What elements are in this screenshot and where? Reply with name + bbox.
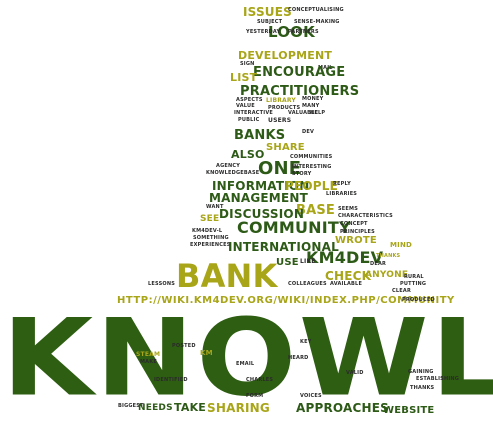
word-valuable: VALUABLE bbox=[288, 110, 319, 116]
word-available: AVAILABLE bbox=[330, 281, 363, 287]
word-colleagues: COLLEAGUES bbox=[288, 281, 327, 287]
word-steam: STEAM bbox=[136, 351, 161, 358]
word-look: LOOK bbox=[268, 23, 315, 41]
word-want: WANT bbox=[206, 204, 224, 210]
word-libraries: LIBRARIES bbox=[326, 191, 358, 197]
word-encourage: ENCOURAGE bbox=[253, 65, 346, 80]
word-international: INTERNATIONAL bbox=[228, 240, 339, 254]
word-sign: SIGN bbox=[240, 61, 255, 67]
word-seems: SEEMS bbox=[338, 206, 359, 212]
word-mail: MAIL bbox=[318, 65, 333, 71]
word-clear: CLEAR bbox=[392, 288, 411, 294]
word-interactive: INTERACTIVE bbox=[234, 110, 274, 116]
word-knowledge: KNOWLEDGE bbox=[2, 297, 493, 421]
word-experiences: EXPERIENCES bbox=[190, 242, 231, 248]
word-gaining: GAINING bbox=[408, 369, 434, 375]
word-users: USERS bbox=[268, 117, 292, 124]
word-library: LIBRARY bbox=[266, 97, 296, 104]
word-putting: PUTTING bbox=[400, 281, 427, 287]
word-development: DEVELOPMENT bbox=[238, 49, 333, 62]
word-wrote: WROTE bbox=[335, 235, 377, 246]
word-help: HELP bbox=[310, 110, 326, 116]
word-agency: AGENCY bbox=[216, 163, 241, 169]
word-products: PRODUCTS bbox=[268, 105, 301, 111]
word-reply: REPLY bbox=[333, 181, 351, 187]
word-mind: MIND bbox=[390, 241, 413, 249]
word-km4dev: KM4DEV bbox=[306, 248, 384, 267]
word-banks: BANKS bbox=[234, 128, 286, 143]
word-rural: RURAL bbox=[404, 274, 424, 280]
word-sense-making: SENSE-MAKING bbox=[294, 19, 340, 25]
word-produced: PRODUCED bbox=[402, 297, 435, 303]
word-valid: VALID bbox=[346, 370, 364, 376]
word-community: COMMUNITY bbox=[237, 218, 351, 237]
word-conceptualising: CONCEPTUALISING bbox=[288, 7, 344, 13]
word-establishing: ESTABLISHING bbox=[416, 376, 460, 382]
word-use: USE bbox=[276, 257, 299, 268]
word-subject: SUBJECT bbox=[257, 19, 283, 25]
word-voices: VOICES bbox=[300, 393, 322, 399]
word-see: SEE bbox=[200, 214, 220, 224]
word-base: BASE bbox=[296, 203, 336, 218]
word-interesting: INTERESTING bbox=[292, 164, 332, 170]
word-money: MONEY bbox=[302, 96, 324, 102]
word-anyone: ANYONE bbox=[365, 270, 409, 280]
word-information: INFORMATION bbox=[212, 179, 310, 193]
word-check: CHECK bbox=[325, 269, 372, 283]
word-km: KM bbox=[200, 349, 213, 357]
word-partners: PARTNERS bbox=[288, 29, 319, 35]
word-lessons: LESSONS bbox=[148, 281, 176, 287]
word-heard: HEARD bbox=[288, 355, 309, 361]
word-bank: BANK bbox=[176, 257, 278, 295]
word-url: HTTP://WIKI.KM4DEV.ORG/WIKI/INDEX.PHP/CO… bbox=[117, 295, 455, 306]
word-one: ONE bbox=[258, 158, 302, 179]
word-public: PUBLIC bbox=[238, 117, 260, 123]
word-sharing: SHARING bbox=[207, 401, 270, 415]
word-yesterday: YESTERDAY bbox=[246, 29, 281, 35]
word-identified: IDENTIFIED bbox=[154, 377, 188, 383]
word-management: MANAGEMENT bbox=[209, 191, 308, 205]
word-website: WEBSITE bbox=[383, 405, 435, 416]
word-concept: CONCEPT bbox=[340, 221, 368, 227]
word-value: VALUE bbox=[236, 103, 255, 109]
word-km4dev-l: KM4DEV-L bbox=[192, 228, 223, 234]
word-biggest: BIGGEST bbox=[118, 403, 144, 409]
word-knowledgebase: KNOWLEDGEBASE bbox=[206, 170, 260, 176]
word-like: LIKE bbox=[300, 258, 316, 265]
word-principles: PRINCIPLES bbox=[340, 229, 375, 235]
word-key: KEY bbox=[300, 339, 312, 345]
word-take: TAKE bbox=[174, 401, 207, 414]
word-practitioners: PRACTITIONERS bbox=[240, 84, 360, 99]
word-thanks-lower: THANKS bbox=[410, 385, 435, 391]
word-thanks: THANKS bbox=[376, 253, 401, 259]
word-list: LIST bbox=[230, 71, 258, 84]
word-people: PEOPLE bbox=[285, 179, 339, 193]
word-story: STORY bbox=[292, 171, 312, 177]
word-email: EMAIL bbox=[236, 361, 255, 367]
word-characteristics: CHARACTERISTICS bbox=[338, 213, 393, 219]
word-charles: CHARLES bbox=[246, 377, 274, 383]
word-community-small: COMMUNITIES bbox=[290, 154, 333, 160]
word-approaches: APPROACHES bbox=[296, 401, 389, 415]
word-issues: ISSUES bbox=[243, 5, 292, 19]
word-posted: POSTED bbox=[172, 343, 196, 349]
word-make: MAKE bbox=[140, 359, 157, 365]
word-needs: NEEDS bbox=[138, 403, 173, 413]
word-dear: DEAR bbox=[370, 261, 387, 267]
word-dev: DEV bbox=[302, 129, 315, 135]
word-something: SOMETHING bbox=[193, 235, 229, 241]
word-share: SHARE bbox=[266, 142, 305, 153]
word-also: ALSO bbox=[231, 148, 265, 161]
word-form: FORM bbox=[246, 393, 264, 399]
word-many: MANY bbox=[302, 103, 320, 109]
word-discussion: DISCUSSION bbox=[219, 207, 305, 221]
word-aspects: ASPECTS bbox=[236, 97, 263, 103]
